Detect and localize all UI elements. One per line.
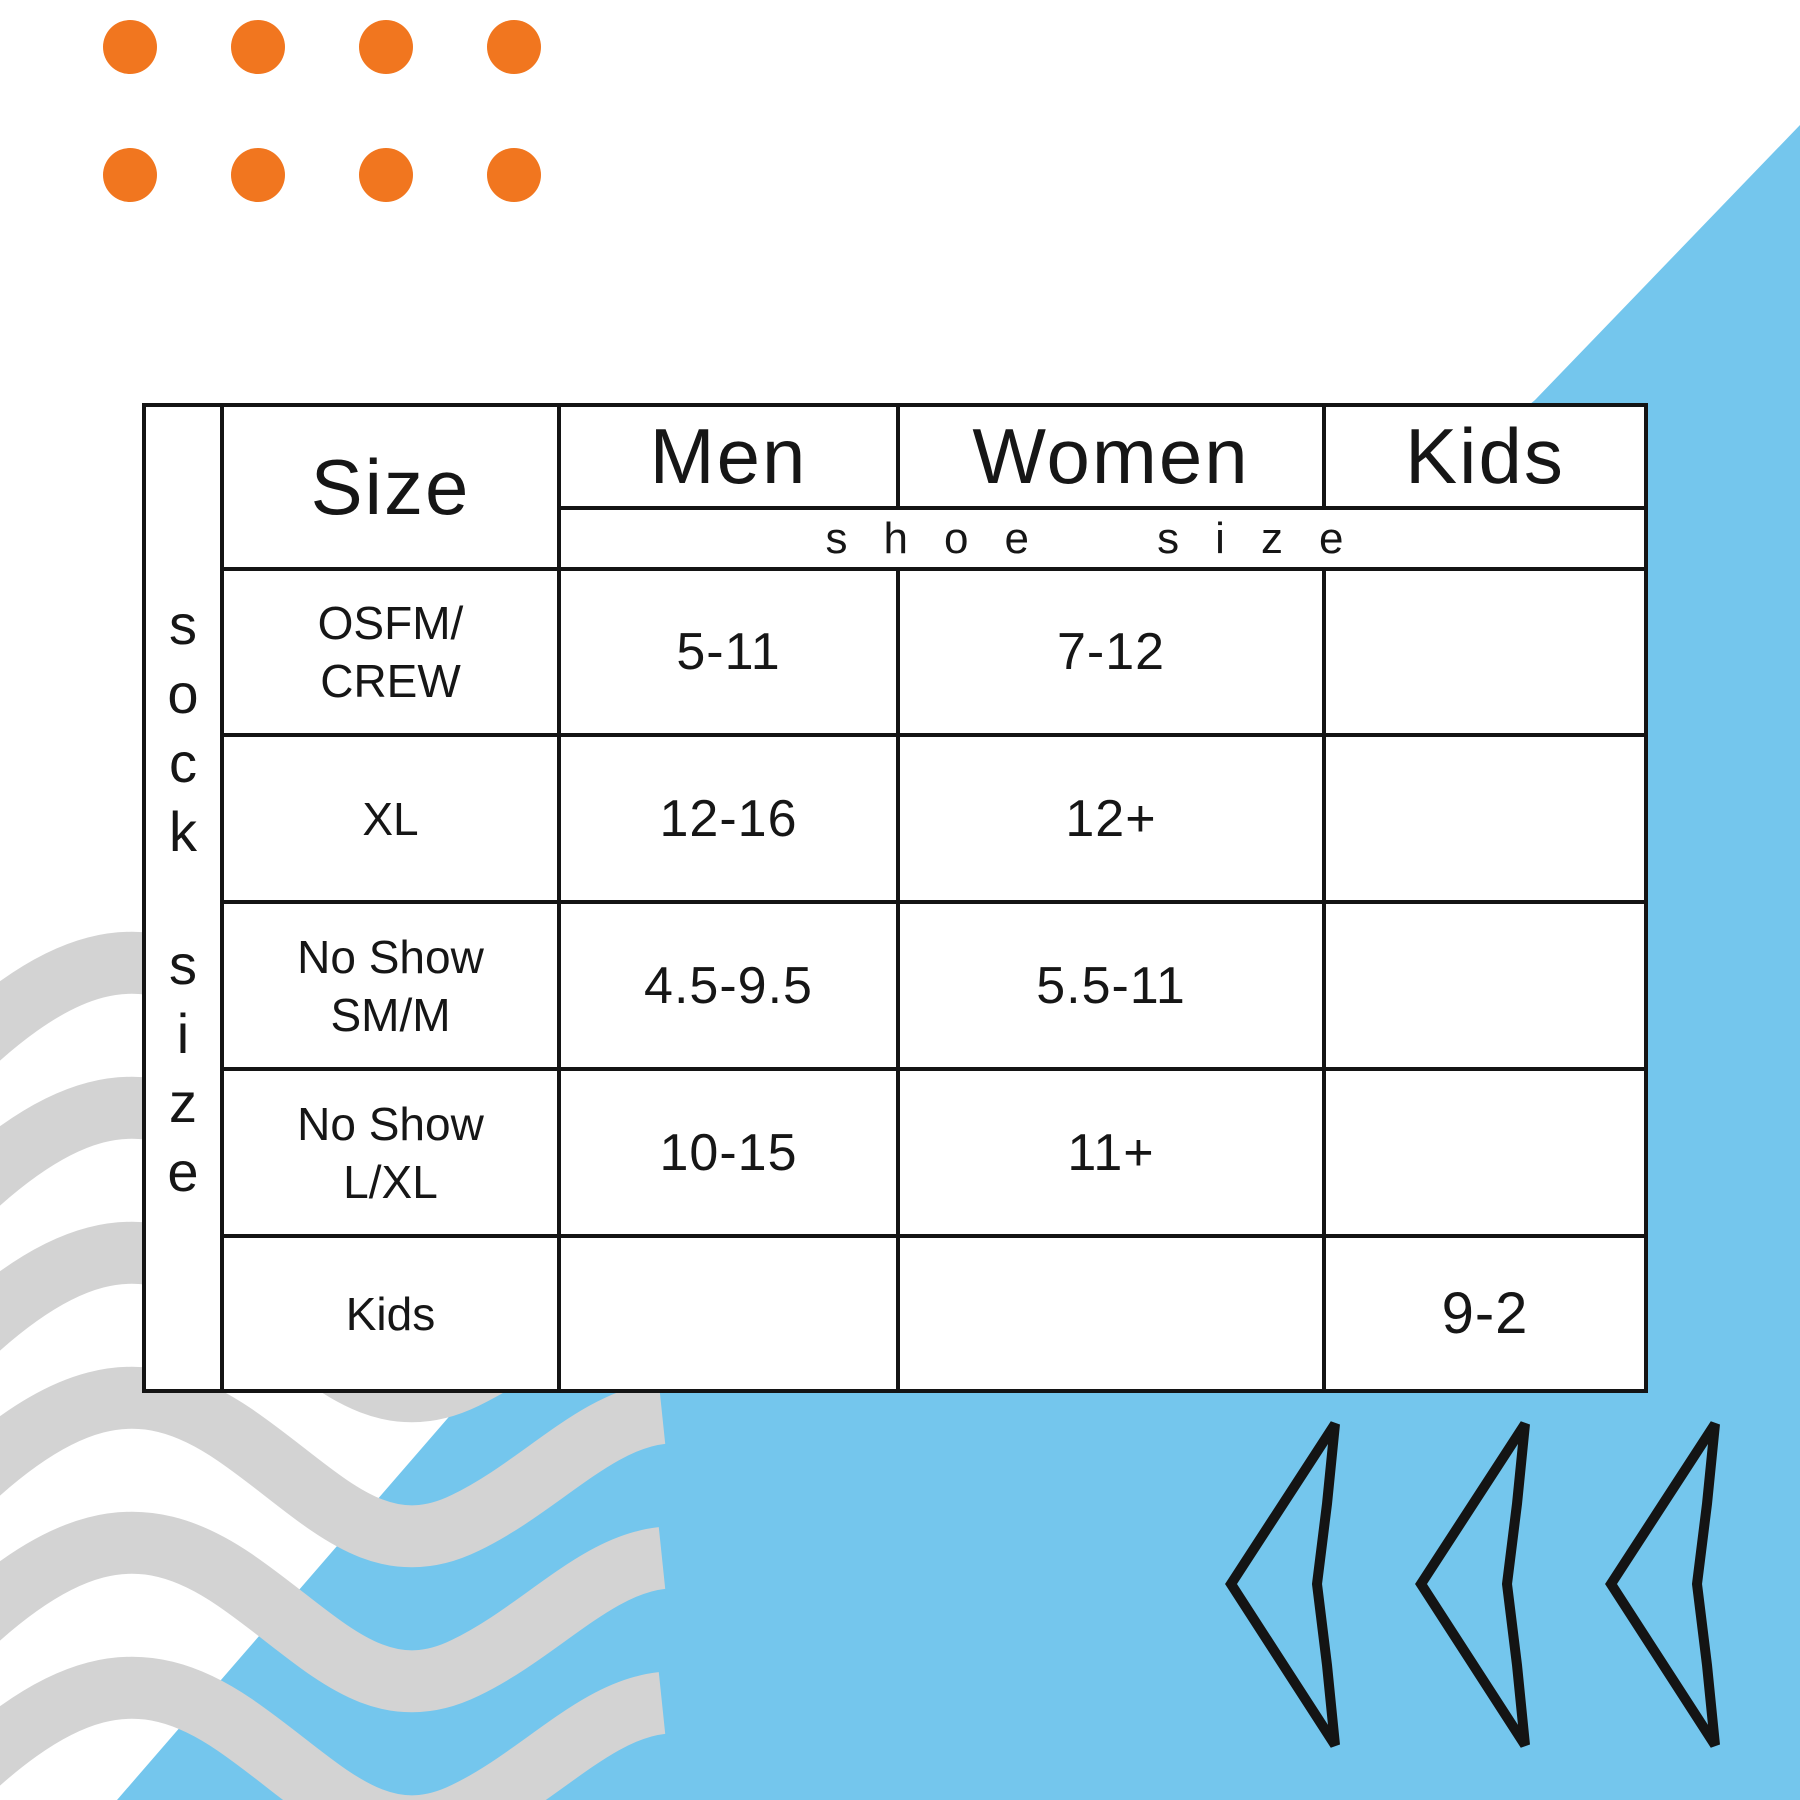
cell-women: 11+	[900, 1071, 1322, 1234]
cell-men: 12-16	[561, 737, 896, 900]
cell-women: 7-12	[900, 571, 1322, 733]
dot-grid-icon	[103, 20, 541, 202]
cell-women	[900, 1238, 1322, 1389]
row-label: OSFM/CREW	[224, 571, 557, 733]
cell-kids	[1326, 1071, 1644, 1234]
column-header-kids: Kids	[1326, 407, 1644, 506]
sub-header-shoe-size: shoe size	[561, 510, 1644, 567]
column-header-women: Women	[900, 407, 1322, 506]
row-label: XL	[224, 737, 557, 900]
column-header-men: Men	[561, 407, 896, 506]
cell-men	[561, 1238, 896, 1389]
row-label: Kids	[224, 1238, 557, 1389]
cell-kids	[1326, 737, 1644, 900]
cell-men: 5-11	[561, 571, 896, 733]
row-label: No Show L/XL	[224, 1071, 557, 1234]
cell-kids: 9-2	[1326, 1238, 1644, 1389]
cell-kids	[1326, 904, 1644, 1067]
row-label: No Show SM/M	[224, 904, 557, 1067]
cell-kids	[1326, 571, 1644, 733]
cell-men: 10-15	[561, 1071, 896, 1234]
cell-women: 5.5-11	[900, 904, 1322, 1067]
cell-men: 4.5-9.5	[561, 904, 896, 1067]
column-header-size: Size	[224, 407, 557, 567]
cell-women: 12+	[900, 737, 1322, 900]
